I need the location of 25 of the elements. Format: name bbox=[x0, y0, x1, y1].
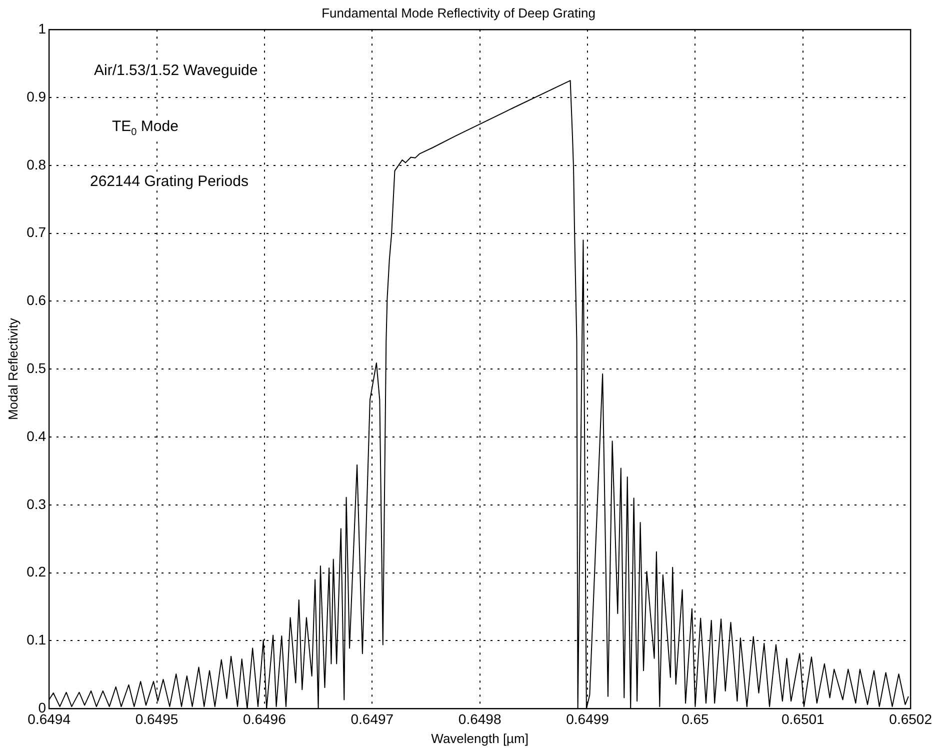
y-tick-label: 0.9 bbox=[26, 88, 46, 104]
x-axis-title: Wavelength [µm] bbox=[431, 730, 528, 746]
y-tick-label: 0.2 bbox=[26, 564, 46, 580]
y-tick-label: 0.1 bbox=[26, 632, 46, 648]
y-axis-title: Modal Reflectivity bbox=[5, 318, 20, 420]
y-tick-label: 0.8 bbox=[26, 156, 46, 172]
x-tick-label: 0.6499 bbox=[566, 710, 610, 727]
annotation: TE$_{0}$ Mode bbox=[110, 118, 180, 138]
y-tick-label: 0.3 bbox=[26, 496, 46, 512]
y-tick-label: 1 bbox=[38, 20, 46, 36]
chart-title: Fundamental Mode Reflectivity of Deep Grating bbox=[322, 5, 596, 20]
x-tick-label: 0.6502 bbox=[889, 710, 932, 727]
x-tick-label: 0.6495 bbox=[135, 710, 178, 727]
x-tick-label: 0.6496 bbox=[243, 710, 286, 727]
annotation: 262144 Grating Periods bbox=[88, 173, 250, 190]
y-tick-label: 0 bbox=[38, 699, 46, 716]
x-tick-label: 0.6497 bbox=[350, 710, 394, 727]
y-tick-label: 0.4 bbox=[26, 428, 46, 444]
x-tick-label: 0.6501 bbox=[781, 710, 825, 727]
y-tick-label: 0.5 bbox=[26, 360, 46, 376]
y-tick-label: 0.6 bbox=[26, 292, 46, 308]
y-tick-label: 0.7 bbox=[26, 224, 46, 240]
x-tick-label: 0.65 bbox=[682, 710, 710, 727]
x-tick-label: 0.6498 bbox=[458, 710, 502, 727]
annotation: Air/1.53/1.52 Waveguide bbox=[92, 62, 260, 79]
